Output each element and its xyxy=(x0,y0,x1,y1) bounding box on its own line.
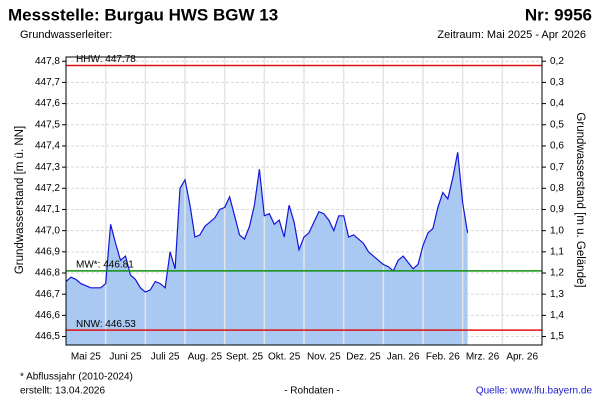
x-tick-label: Juni 25 xyxy=(109,352,142,363)
x-tick-label: Juli 25 xyxy=(151,352,180,363)
source-link[interactable]: Quelle: www.lfu.bayern.de xyxy=(476,386,593,397)
y2-tick-label: 0,8 xyxy=(550,183,564,194)
y-tick-label: 447,3 xyxy=(35,162,60,173)
x-tick-label: Aug. 25 xyxy=(188,352,223,363)
y-tick-label: 447,6 xyxy=(35,98,60,109)
x-tick-label: Nov. 25 xyxy=(307,352,341,363)
y-tick-label: 446,5 xyxy=(35,331,60,342)
y2-tick-label: 0,3 xyxy=(550,77,564,88)
y-tick-label: 447,1 xyxy=(35,204,60,215)
y2-tick-label: 1,5 xyxy=(550,331,564,342)
x-tick-label: Okt. 25 xyxy=(268,352,301,363)
y2-tick-label: 0,2 xyxy=(550,56,564,67)
y2-tick-label: 1,4 xyxy=(550,310,564,321)
reference-label: MW*: 446.81 xyxy=(76,260,134,271)
y2-tick-label: 1,1 xyxy=(550,246,564,257)
y-tick-label: 446,8 xyxy=(35,268,60,279)
y-axis-label: Grundwasserstand [m ü. NN] xyxy=(14,126,26,274)
x-tick-label: Sept. 25 xyxy=(226,352,264,363)
x-tick-label: Dez. 25 xyxy=(346,352,381,363)
x-tick-label: Jan. 26 xyxy=(387,352,420,363)
y2-tick-label: 1,3 xyxy=(550,289,564,300)
y-tick-label: 446,9 xyxy=(35,246,60,257)
chart-title: Messstelle: Burgau HWS BGW 13 xyxy=(8,5,278,24)
y-tick-label: 447,7 xyxy=(35,77,60,88)
x-tick-label: Mrz. 26 xyxy=(466,352,500,363)
reference-label: NNW: 446.53 xyxy=(76,319,136,330)
station-number: Nr: 9956 xyxy=(525,5,592,24)
x-tick-label: Apr. 26 xyxy=(506,352,538,363)
y2-tick-label: 0,4 xyxy=(550,98,564,109)
y2-tick-label: 1,2 xyxy=(550,268,564,279)
aquifer-label: Grundwasserleiter: xyxy=(20,29,112,41)
y2-tick-label: 0,9 xyxy=(550,204,564,215)
x-tick-label: Feb. 26 xyxy=(426,352,460,363)
line xyxy=(65,152,469,293)
y2-tick-label: 1,0 xyxy=(550,225,564,236)
y2-tick-label: 0,6 xyxy=(550,141,564,152)
y-tick-label: 447,8 xyxy=(35,56,60,67)
raw-data-note: - Rohdaten - xyxy=(284,386,340,397)
y2-tick-label: 0,7 xyxy=(550,162,564,173)
y2-axis-label: Grundwasserstand [m u. Gelände] xyxy=(574,112,586,287)
y-tick-label: 447,0 xyxy=(35,225,60,236)
x-tick-label: Mai 25 xyxy=(71,352,101,363)
y-tick-label: 446,6 xyxy=(35,310,60,321)
period-label: Zeitraum: Mai 2025 - Apr 2026 xyxy=(437,29,586,41)
area xyxy=(66,152,468,345)
plot-frame xyxy=(65,56,543,346)
y-tick-label: 447,4 xyxy=(35,141,60,152)
y-tick-label: 446,7 xyxy=(35,289,60,300)
footnote: * Abflussjahr (2010-2024) xyxy=(20,372,133,383)
y-tick-label: 447,5 xyxy=(35,119,60,130)
created-date: erstellt: 13.04.2026 xyxy=(20,386,105,397)
reference-label: HHW: 447.78 xyxy=(76,54,136,65)
y2-tick-label: 0,5 xyxy=(550,119,564,130)
y-tick-label: 447,2 xyxy=(35,183,60,194)
